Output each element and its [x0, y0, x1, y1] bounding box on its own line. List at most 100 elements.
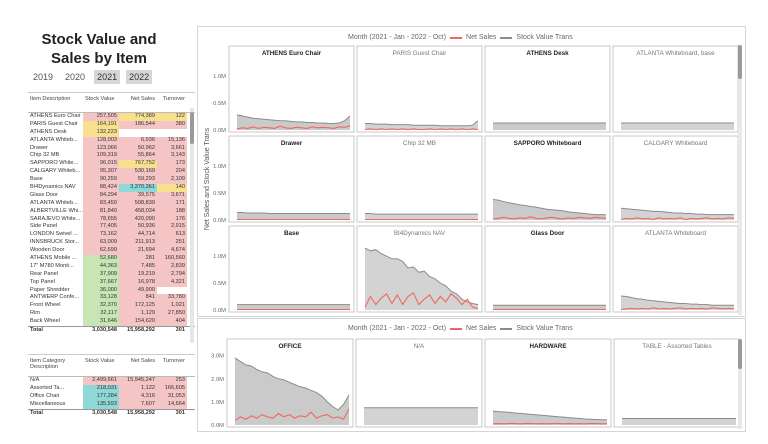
small-multiple-panel[interactable]: Base	[228, 225, 355, 313]
table-row[interactable]: ATLANTA Whiteb... 128,003 6,936 15,136	[28, 136, 195, 145]
year-slicer-2022[interactable]: 2022	[126, 70, 153, 84]
year-slicer-2019[interactable]: 2019	[33, 72, 54, 82]
cell-net-sales: 21,694	[119, 247, 157, 256]
year-slicer-2020[interactable]: 2020	[65, 72, 86, 82]
cell-net-sales: 50,962	[119, 144, 157, 153]
cell-net-sales: 172,125	[119, 302, 157, 311]
legend-stock-value[interactable]: Stock Value Trans	[516, 325, 573, 332]
table-row[interactable]: ATHENS Mobile ... 52,680 281 160,560	[28, 255, 195, 263]
table-row[interactable]: Rear Panel 37,909 19,219 2,794	[28, 270, 195, 279]
table-row[interactable]: Glass Door 84,294 39,575 3,671	[28, 191, 195, 200]
small-multiple-panel[interactable]: CALGARY Whiteboard	[612, 135, 739, 223]
legend-net-sales[interactable]: Net Sales	[466, 34, 497, 41]
stock-line	[365, 120, 479, 127]
y-tick-label: 0.0M	[213, 308, 226, 314]
small-multiple-panel[interactable]: ATLANTA Whiteboard, base	[612, 45, 739, 133]
chart-scrollbar-thumb[interactable]	[738, 45, 742, 79]
cell-stock-value: 177,284	[83, 392, 119, 401]
stock-area	[493, 305, 606, 310]
small-multiple-panel[interactable]: Chip 32 MB	[356, 135, 483, 223]
header-turnover[interactable]: Turnover	[162, 96, 185, 102]
cell-turnover: 2,794	[157, 270, 187, 279]
table-row[interactable]: SARAJEVO White... 78,655 420,090 176	[28, 215, 195, 224]
table-row[interactable]: Paper Shredder 36,000 49,900	[28, 286, 195, 295]
chart-scrollbar-track[interactable]	[738, 45, 742, 315]
table-row[interactable]: Rim 32,117 1,129 27,850	[28, 310, 195, 319]
stock-area	[364, 407, 478, 425]
item-table-scrollbar[interactable]	[190, 108, 194, 343]
panel-title: Base	[284, 230, 300, 237]
table-row[interactable]: Assorted Ta... 218,031 1,122 166,605	[28, 384, 195, 393]
table-total-row: Total 3,030,548 15,958,292 301	[28, 408, 195, 417]
cell-stock-value: 37,667	[83, 278, 119, 287]
stock-area	[237, 212, 350, 220]
cell-net-sales: 16,978	[119, 278, 157, 287]
cell-net-sales: 1,122	[119, 384, 157, 393]
table-row[interactable]: ATHENS Euro Chair 257,505 774,389 122	[28, 113, 195, 121]
header-net-sales[interactable]: Net Sales	[130, 358, 155, 364]
table-row[interactable]: 17" M780 Monit... 44,363 7,485 2,839	[28, 262, 195, 271]
stock-area	[493, 123, 606, 130]
table-row[interactable]: Back Wheel 31,646 154,620 404	[28, 318, 195, 327]
table-row[interactable]: Miscellaneous 135,593 7,607 14,664	[28, 400, 195, 409]
table-row[interactable]: Office Chair 177,284 4,316 31,053	[28, 392, 195, 401]
stock-area	[622, 418, 736, 425]
stock-line	[236, 114, 351, 124]
y-tick-label: 0.5M	[213, 281, 226, 287]
cell-turnover: 140	[157, 184, 187, 192]
year-slicer-2021[interactable]: 2021	[94, 70, 121, 84]
table-row[interactable]: Chip 32 MB 109,319 55,864 3,143	[28, 152, 195, 161]
legend-stock-value[interactable]: Stock Value Trans	[516, 34, 573, 41]
cell-stock-value: 96,015	[83, 160, 119, 169]
table-row[interactable]: Base 90,259 59,293 2,109	[28, 176, 195, 185]
table-row[interactable]: SAPPORO White... 96,015 767,752 173	[28, 160, 195, 169]
header-stock-value[interactable]: Stock Value	[85, 358, 115, 364]
table-row[interactable]: CALGARY Whiteb... 95,307 530,169 204	[28, 168, 195, 177]
small-multiple-panel[interactable]: N/A	[355, 338, 483, 428]
cell-description: CALGARY Whiteb...	[30, 168, 81, 175]
stock-line	[237, 212, 350, 214]
header-item-description[interactable]: Item Description	[30, 96, 71, 102]
table-row[interactable]: Drawer 123,066 50,962 3,661	[28, 144, 195, 153]
small-multiple-panel[interactable]: Drawer	[228, 135, 355, 223]
small-multiple-panel[interactable]: BI4Dynamics NAV	[356, 225, 483, 313]
small-multiple-panel[interactable]: ATHENS Desk	[484, 45, 611, 133]
header-net-sales[interactable]: Net Sales	[130, 96, 155, 102]
small-multiple-panel[interactable]: HARDWARE	[484, 338, 612, 428]
small-multiple-panel[interactable]: ATHENS Euro Chair	[228, 45, 355, 133]
table-row[interactable]: ATLANTA Whiteb... 83,450 508,839 171	[28, 199, 195, 208]
small-multiple-panel[interactable]: SAPPORO Whiteboard	[484, 135, 611, 223]
table-row[interactable]: Top Panel 37,667 16,978 4,321	[28, 278, 195, 287]
legend-stock-swatch	[500, 36, 513, 39]
y-tick-label: 0.0M	[213, 128, 226, 134]
chart-scrollbar-thumb[interactable]	[738, 339, 742, 369]
small-multiple-panel[interactable]: PARIS Guest Chair	[356, 45, 483, 133]
table-row[interactable]: BI4Dynamics NAV 88,424 3,370,361 140	[28, 184, 195, 192]
cell-turnover: 2,109	[157, 176, 187, 185]
small-multiple-panel[interactable]: Glass Door	[484, 225, 611, 313]
table-row[interactable]: Wooden Door 62,699 21,694 4,674	[28, 247, 195, 256]
table-row[interactable]: N/A 2,499,661 15,945,247 253	[28, 377, 195, 385]
small-multiple-panel[interactable]: ATLANTA Whiteboard	[612, 225, 739, 313]
small-multiple-panel[interactable]: OFFICE	[226, 338, 354, 428]
table-row[interactable]: Front Wheel 32,370 172,125 1,021	[28, 302, 195, 311]
table-row[interactable]: ALBERTVILLE Whi... 81,840 458,034 188	[28, 207, 195, 216]
legend-net-sales[interactable]: Net Sales	[466, 325, 497, 332]
table-row[interactable]: LONDON Swivel ... 73,162 44,714 613	[28, 231, 195, 240]
table-row[interactable]: PARIS Guest Chair 164,191 186,544 380	[28, 120, 195, 129]
header-stock-value[interactable]: Stock Value	[85, 96, 115, 102]
panel-frame	[484, 225, 611, 313]
small-multiple-panel[interactable]: TABLE - Assorted Tables	[613, 338, 741, 428]
cell-net-sales: 420,090	[119, 215, 157, 224]
table-row[interactable]: INNSBRUCK Stor... 63,009 211,913 251	[28, 239, 195, 248]
header-item-category-description[interactable]: Item Category Description	[30, 358, 66, 370]
table-row[interactable]: Side Panel 77,405 50,936 2,915	[28, 223, 195, 232]
total-turnover: 301	[175, 327, 185, 334]
net-sales-line	[620, 217, 735, 221]
cell-net-sales: 6,936	[119, 136, 157, 145]
header-turnover[interactable]: Turnover	[162, 358, 185, 364]
chart-scrollbar-track[interactable]	[738, 339, 742, 429]
table-row[interactable]: ATHENS Desk 132,223	[28, 128, 195, 137]
cell-stock-value: 44,363	[83, 262, 119, 271]
table-row[interactable]: ANTWERP Confe... 33,128 841 33,780	[28, 294, 195, 303]
